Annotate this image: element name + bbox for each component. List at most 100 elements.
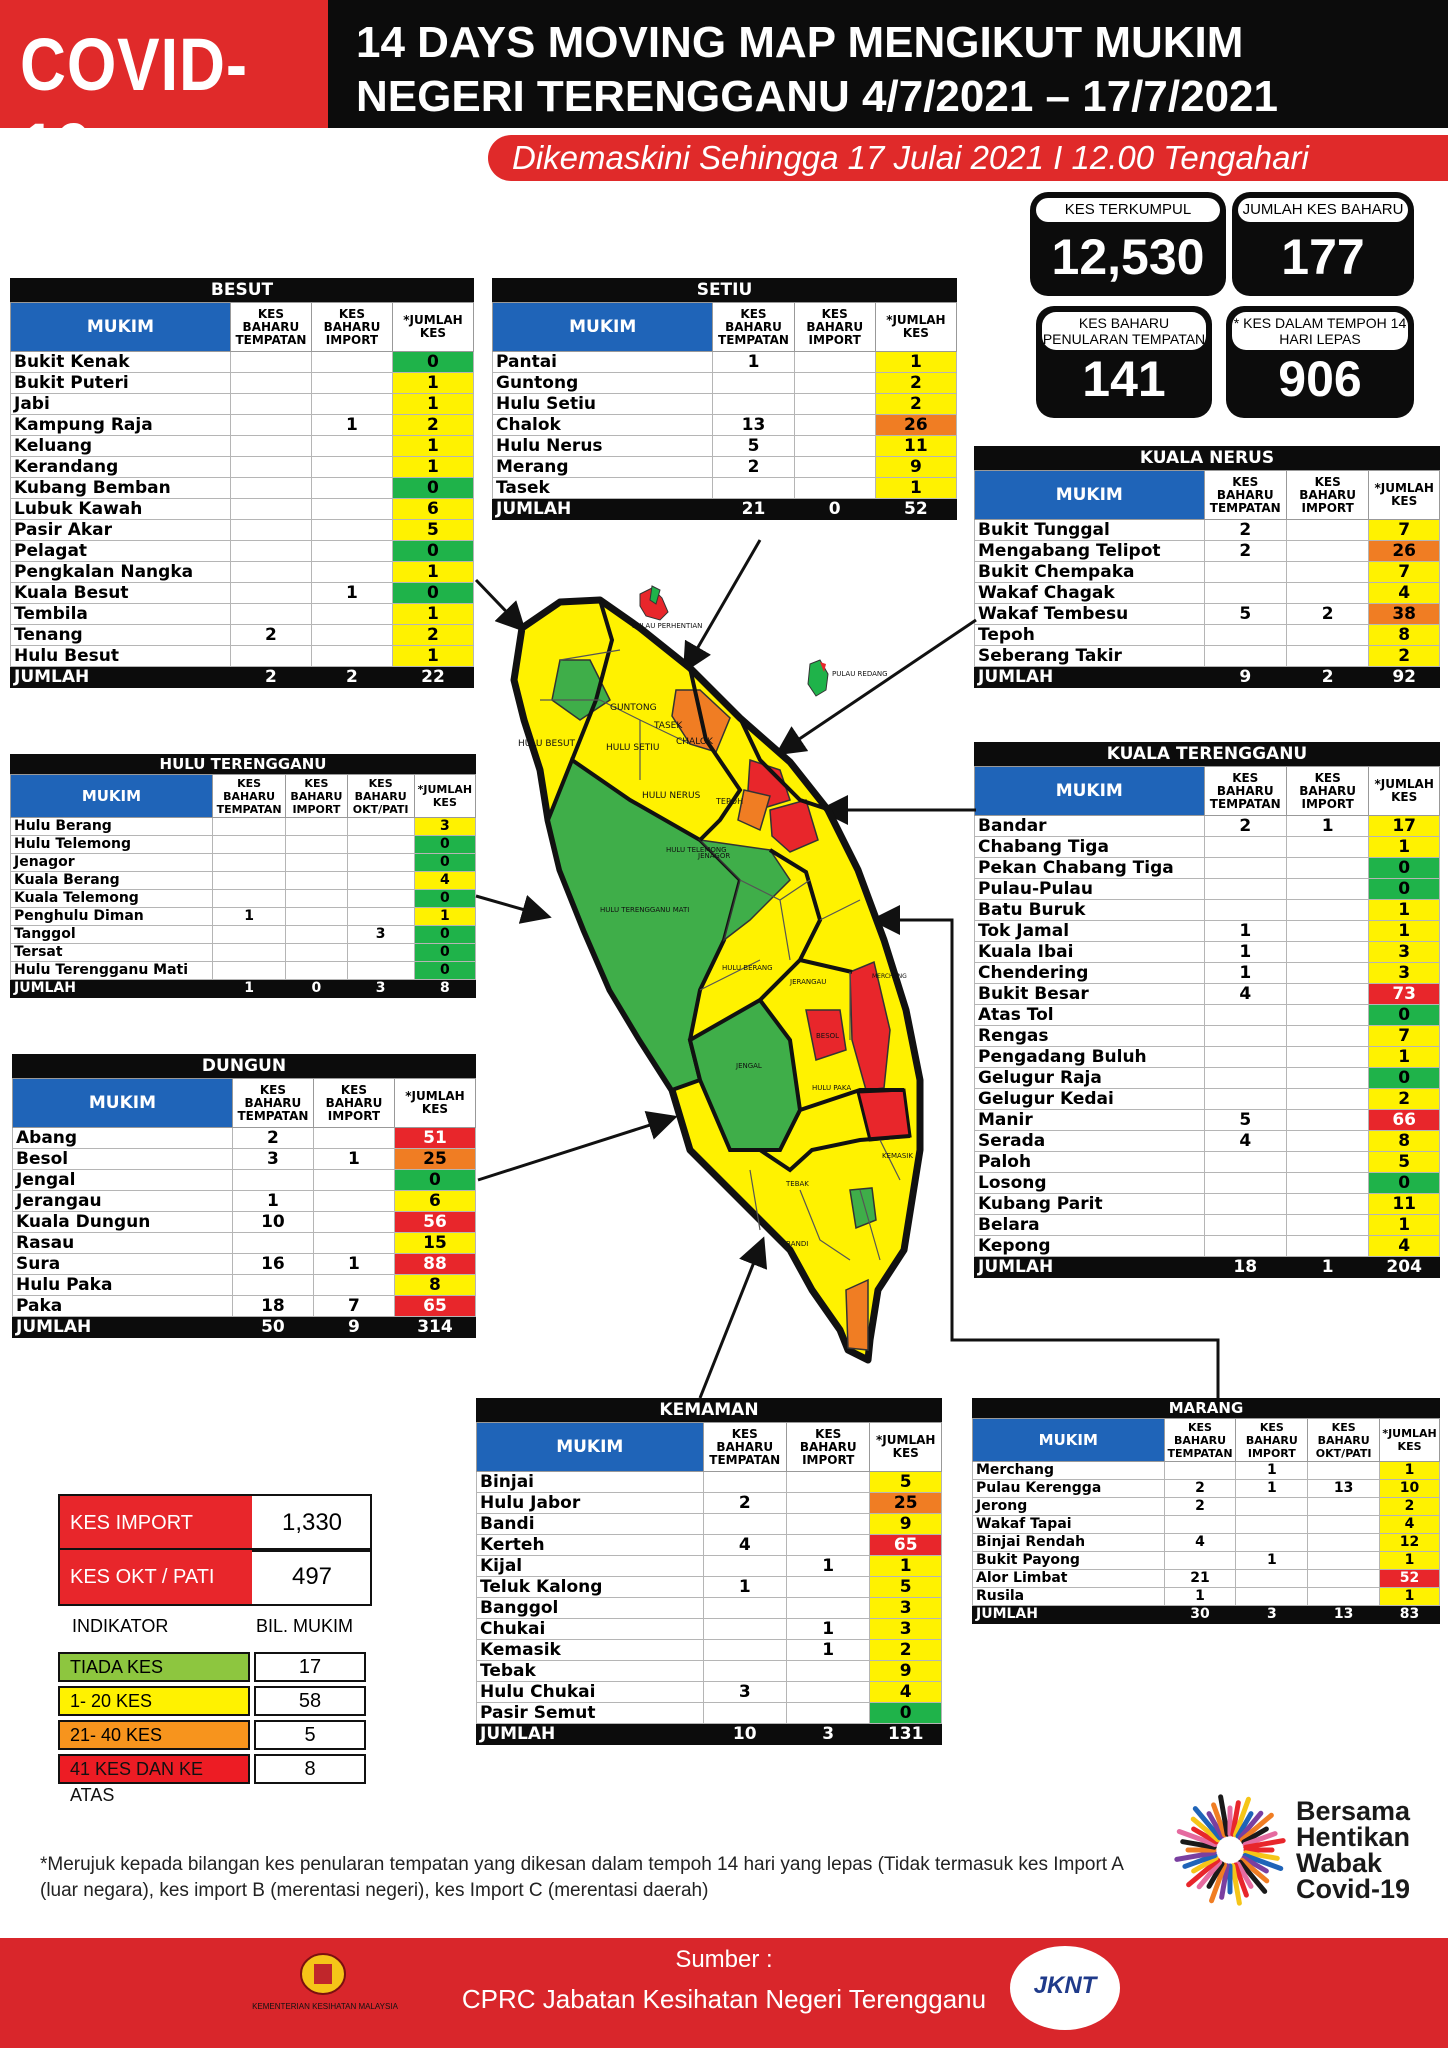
mukim-name: Pasir Semut xyxy=(476,1702,704,1724)
cell-value: 9 xyxy=(869,1660,942,1682)
cell-value: 1 xyxy=(391,456,475,478)
table-row: Kijal 1 1 xyxy=(476,1555,942,1577)
header-row: MUKIM KES BAHARU TEMPATAN KES BAHARU IMPOR… xyxy=(491,302,958,352)
header-row: MUKIM KES BAHARU TEMPATAN KES BAHARU IMPOR… xyxy=(974,766,1440,816)
table-besut: BESUT MUKIM KES BAHARU TEMPATAN KES BAHARU … xyxy=(10,278,475,688)
map-label: BESOL xyxy=(816,1032,839,1040)
cell-value: 3 xyxy=(413,817,477,836)
column-header-mukim: MUKIM xyxy=(974,470,1205,520)
column-header-mukim: MUKIM xyxy=(491,302,714,352)
district-table: MUKIM KES BAHARU TEMPATAN KES BAHARU IMPOR… xyxy=(974,766,1440,1278)
legend-value: 17 xyxy=(254,1652,366,1682)
mukim-name: Bukit Puteri xyxy=(10,372,231,394)
table-row: Kerandang 1 xyxy=(10,456,475,478)
kes-import-box: KES IMPORT 1,330 xyxy=(58,1494,372,1552)
column-header-mukim: MUKIM xyxy=(10,302,231,352)
total-row: JUMLAH 2 2 22 xyxy=(10,666,475,688)
cell-value: 1 xyxy=(1368,1214,1440,1236)
cell-value: 17 xyxy=(1368,815,1440,837)
table-kemaman: KEMAMAN MUKIM KES BAHARU TEMPATAN KES BAHAR… xyxy=(476,1398,942,1745)
legend-value: 5 xyxy=(254,1720,366,1750)
arrow-hulu-terengganu xyxy=(475,894,552,924)
table-row: Penghulu Diman 1 1 xyxy=(10,907,477,926)
stat-label: KES TERKUMPUL xyxy=(1036,198,1220,222)
mukim-name: Keluang xyxy=(10,435,231,457)
mukim-name: Chendering xyxy=(974,962,1205,984)
cell-value: 2 xyxy=(229,624,312,646)
mukim-name: Alor Limbat xyxy=(972,1569,1165,1588)
cell-value: 204 xyxy=(1368,1256,1440,1278)
cell-value: 1 xyxy=(391,393,475,415)
cell-value: 1 xyxy=(1285,1256,1370,1278)
table-row: Jengal 0 xyxy=(12,1169,477,1191)
mukim-name: Hulu Besut xyxy=(10,645,231,667)
cell-value: 8 xyxy=(393,1274,477,1296)
sunburst-ray xyxy=(1219,1863,1230,1900)
table-row: Jabi 1 xyxy=(10,393,475,415)
mukim-name: Atas Tol xyxy=(974,1004,1205,1026)
map-label: HULU TELEMONG xyxy=(666,846,727,854)
mukim-name: JUMLAH xyxy=(10,979,213,998)
table-row: Tepoh 8 xyxy=(974,624,1440,646)
sunburst-ray xyxy=(1235,1811,1254,1839)
cell-value: 5 xyxy=(869,1576,942,1598)
cell-value: 0 xyxy=(391,477,475,499)
sunburst-ray xyxy=(1196,1859,1223,1890)
sunburst-ray xyxy=(1242,1831,1278,1848)
table-row: Abang 2 51 xyxy=(12,1127,477,1149)
sunburst-ray xyxy=(1237,1810,1264,1841)
cell-value: 2 xyxy=(1285,666,1370,688)
slogan-line-4: Covid-19 xyxy=(1296,1874,1411,1904)
cell-value: 7 xyxy=(1368,561,1440,583)
table-row: Teluk Kalong 1 5 xyxy=(476,1576,942,1598)
table-row: Chendering 1 3 xyxy=(974,962,1440,984)
total-row: JUMLAH 30 3 13 83 xyxy=(972,1605,1440,1624)
stat-kes-terkumpul: KES TERKUMPUL 12,530 xyxy=(1030,192,1226,296)
cell-value: 4 xyxy=(1379,1515,1440,1534)
map-label: TASEK xyxy=(653,721,683,731)
map-label: HULU TERENGGANU MATI xyxy=(600,906,689,914)
cell-value: 0 xyxy=(1368,878,1440,900)
sunburst-ray xyxy=(1241,1826,1269,1845)
cell-value: 11 xyxy=(1368,1193,1440,1215)
arrow-besut xyxy=(474,578,527,633)
title-line-2: NEGERI TERENGGANU 4/7/2021 – 17/7/2021 xyxy=(356,72,1278,121)
column-header-import: KES BAHARU IMPORT xyxy=(1285,766,1370,816)
legend-col1-header: INDIKATOR xyxy=(72,1616,169,1636)
kes-okt-value: 497 xyxy=(291,1563,333,1590)
district-title: BESUT xyxy=(10,278,474,302)
updated-banner: Dikemaskini Sehingga 17 Julai 2021 I 12.… xyxy=(488,135,1448,181)
table-row: Mengabang Telipot 2 26 xyxy=(974,540,1440,562)
cell-value: 3 xyxy=(869,1597,942,1619)
cell-value: 2 xyxy=(391,414,475,436)
table-row: Kubang Parit 11 xyxy=(974,1193,1440,1215)
cell-value: 1 xyxy=(1368,836,1440,858)
sunburst-ray xyxy=(1243,1838,1286,1850)
legend-value: 8 xyxy=(254,1754,366,1784)
sunburst-ray xyxy=(1192,1806,1223,1841)
cell-value: 0 xyxy=(1368,1172,1440,1194)
header-row: MUKIM KES BAHARU TEMPATAN KES BAHARU IMPOR… xyxy=(10,302,475,352)
cell-value: 1 xyxy=(391,603,475,625)
sunburst-ray xyxy=(1218,1794,1230,1837)
mukim-name: Kerteh xyxy=(476,1534,704,1556)
table-row: Bukit Payong 1 1 xyxy=(972,1551,1440,1570)
slogan-line-2: Hentikan xyxy=(1296,1822,1411,1852)
mukim-name: Pantai xyxy=(491,351,714,373)
badge-text: COVID-19 xyxy=(20,23,248,191)
cell-value: 10 xyxy=(1379,1479,1440,1498)
table-setiu: SETIU MUKIM KES BAHARU TEMPATAN KES BAHARU … xyxy=(491,278,958,520)
cell-value: 5 xyxy=(391,519,475,541)
table-row: Jenagor 0 xyxy=(10,853,477,872)
cell-value: 1 xyxy=(211,979,287,998)
table-row: Chabang Tiga 1 xyxy=(974,836,1440,858)
cell-value: 8 xyxy=(1368,1130,1440,1152)
column-header-okt: KES BAHARU OKT/PATI xyxy=(1307,1418,1381,1462)
mukim-name: Tenang xyxy=(10,624,231,646)
cell-value: 1 xyxy=(874,477,958,499)
cell-value: 1 xyxy=(869,1555,942,1577)
sunburst-ray xyxy=(1239,1812,1274,1843)
table-row: Pengadang Buluh 1 xyxy=(974,1046,1440,1068)
sunburst-ray xyxy=(1232,1796,1251,1838)
cell-value: 13 xyxy=(1307,1479,1381,1498)
